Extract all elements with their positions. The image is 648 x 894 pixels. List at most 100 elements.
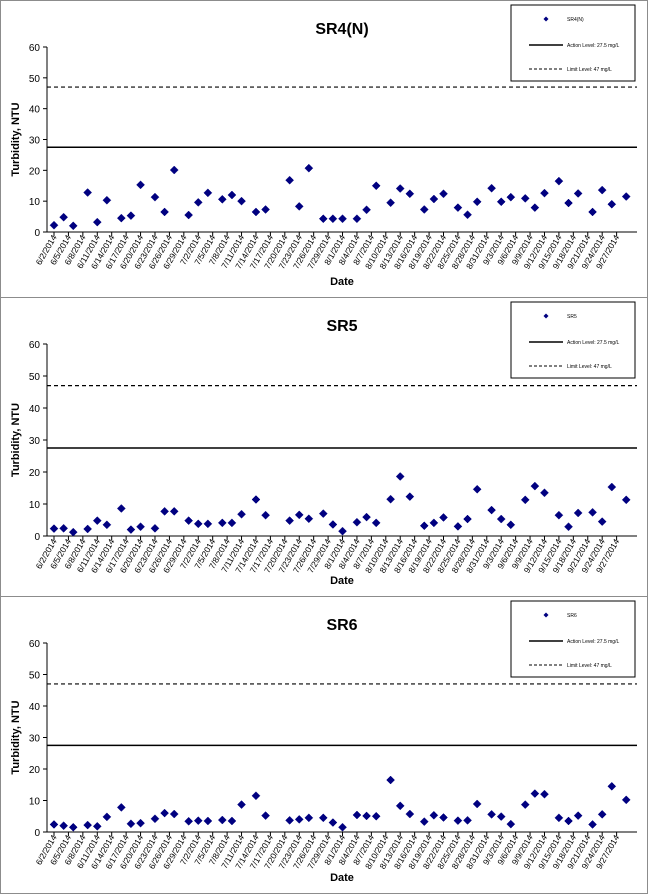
data-point <box>520 800 530 809</box>
data-point <box>405 189 415 199</box>
data-point <box>472 484 482 494</box>
data-point <box>530 789 540 798</box>
data-point <box>261 205 270 214</box>
data-point <box>371 811 381 821</box>
data-point <box>304 813 314 823</box>
data-point <box>395 472 405 481</box>
legend-label: SR6 <box>567 613 577 619</box>
data-point <box>193 816 203 826</box>
data-point <box>193 519 203 529</box>
data-point <box>49 524 59 533</box>
data-point <box>116 213 126 223</box>
chart-panel-sr5: SR5 0 10 20 30 40 50 60 Turbidity, NTU 6/2/2014 6/… <box>0 297 648 597</box>
data-point <box>83 524 93 534</box>
data-point <box>304 514 314 524</box>
data-point <box>496 812 506 821</box>
data-point <box>607 482 617 492</box>
data-point <box>318 509 328 518</box>
data-point <box>169 165 179 175</box>
data-point <box>453 203 463 212</box>
data-point <box>184 516 193 525</box>
data-point <box>169 809 179 819</box>
data-point <box>352 810 362 820</box>
chart-panel-sr4n: SR4(N) 0 10 20 30 40 50 60 Turbidity, NTU 6/2/201… <box>0 0 648 298</box>
legend-label: SR5 <box>567 314 577 320</box>
data-point <box>597 517 607 526</box>
data-point <box>352 517 362 527</box>
data-point <box>150 192 160 202</box>
data-point <box>463 514 472 524</box>
data-point <box>554 510 564 520</box>
y-tick-label: 40 <box>29 404 41 415</box>
y-tick-label: 20 <box>29 468 41 479</box>
data-point <box>338 526 347 536</box>
data-point <box>530 203 540 212</box>
data-point <box>126 525 136 534</box>
data-point <box>453 522 463 531</box>
data-point <box>102 520 112 530</box>
data-point <box>338 214 347 224</box>
data-point <box>83 188 93 197</box>
data-point <box>540 188 549 198</box>
chart-title: SR6 <box>326 617 357 634</box>
data-point <box>217 518 227 528</box>
data-point <box>193 198 203 207</box>
data-point <box>371 181 381 191</box>
data-point <box>597 810 607 819</box>
data-point <box>429 518 439 528</box>
data-point <box>554 176 564 186</box>
legend-box <box>510 600 636 678</box>
data-point <box>405 492 415 501</box>
data-point <box>285 175 294 185</box>
data-point <box>92 516 102 525</box>
data-point <box>564 198 573 208</box>
data-point <box>68 822 78 832</box>
data-point <box>419 817 429 826</box>
legend-label: Action Level: 27.5 mg/L <box>567 639 619 645</box>
legend-marker-series <box>543 612 549 618</box>
data-point <box>251 207 261 217</box>
y-tick-label: 10 <box>29 197 41 208</box>
data-point <box>352 214 362 224</box>
data-point <box>588 820 597 829</box>
data-point <box>294 202 304 211</box>
data-point <box>506 192 516 202</box>
data-point <box>588 207 597 217</box>
data-point <box>463 210 472 220</box>
data-point <box>540 488 549 498</box>
data-point <box>386 775 395 785</box>
x-axis-label: Date <box>330 276 354 288</box>
y-axis-label: Turbidity, NTU <box>10 403 22 477</box>
data-point <box>564 522 573 532</box>
data-point <box>217 815 227 825</box>
data-point <box>116 504 126 513</box>
y-axis-label: Turbidity, NTU <box>10 102 22 176</box>
data-point <box>237 509 246 519</box>
data-point <box>607 781 617 791</box>
data-point <box>203 816 213 826</box>
data-point <box>49 220 59 230</box>
data-point <box>169 507 179 516</box>
y-tick-label: 50 <box>29 372 41 383</box>
legend-label: Action Level: 27.5 mg/L <box>567 43 619 49</box>
legend-label: SR4(N) <box>567 17 584 23</box>
data-point <box>150 523 160 533</box>
data-point <box>338 822 347 832</box>
legend-marker-series <box>543 313 549 319</box>
data-point <box>506 520 516 530</box>
y-tick-label: 60 <box>29 340 41 351</box>
data-point <box>463 815 472 825</box>
data-point <box>136 180 145 190</box>
y-tick-label: 20 <box>29 166 41 177</box>
data-point <box>439 189 448 199</box>
y-tick-label: 0 <box>34 228 40 239</box>
data-point <box>371 518 381 528</box>
y-tick-label: 10 <box>29 797 41 808</box>
data-point <box>304 163 314 173</box>
data-point <box>227 518 237 528</box>
data-point <box>328 818 338 827</box>
data-point <box>588 507 597 517</box>
data-point <box>59 212 68 222</box>
data-point <box>487 505 496 515</box>
